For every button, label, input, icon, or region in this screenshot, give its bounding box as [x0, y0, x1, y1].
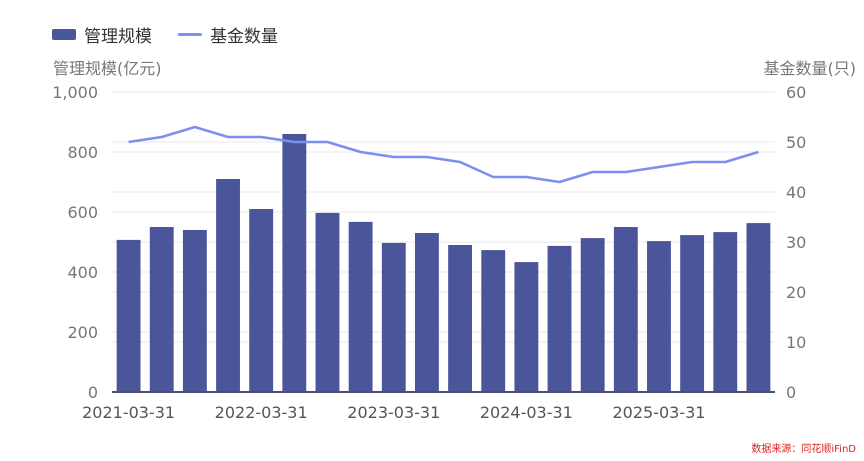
line-swatch-icon — [178, 33, 202, 36]
legend-item-aum[interactable]: 管理规模 — [52, 22, 152, 47]
legend-item-fund-count[interactable]: 基金数量 — [178, 22, 278, 47]
left-axis-tick: 600 — [67, 203, 98, 222]
right-axis-tick: 20 — [786, 283, 806, 302]
right-axis-title: 基金数量(只) — [763, 59, 857, 78]
bar-swatch-icon — [52, 29, 76, 40]
x-axis-tick: 2025-03-31 — [612, 403, 705, 422]
bar — [580, 238, 605, 392]
bar — [182, 230, 207, 392]
x-axis-tick: 2022-03-31 — [215, 403, 308, 422]
bar — [713, 232, 738, 392]
left-axis-title: 管理规模(亿元) — [53, 59, 162, 78]
right-axis-tick: 40 — [786, 183, 806, 202]
bar — [514, 262, 539, 392]
bar — [647, 241, 671, 392]
bar — [348, 221, 373, 392]
bar — [315, 212, 340, 392]
left-axis-tick: 400 — [67, 263, 98, 282]
left-axis-tick: 200 — [67, 323, 98, 342]
bar — [414, 233, 439, 392]
left-axis-tick: 0 — [88, 383, 98, 402]
legend-label-fund-count: 基金数量 — [210, 27, 278, 47]
x-axis-tick: 2023-03-31 — [347, 403, 440, 422]
left-axis-tick: 1,000 — [52, 83, 98, 102]
x-axis-tick: 2024-03-31 — [480, 403, 573, 422]
right-axis-tick: 30 — [786, 233, 806, 252]
bar — [249, 209, 274, 392]
x-axis-tick: 2021-03-31 — [82, 403, 175, 422]
chart-legend: 管理规模 基金数量 — [52, 22, 278, 47]
bar — [746, 223, 771, 392]
bar — [216, 179, 240, 392]
bar — [149, 227, 174, 392]
bar — [547, 245, 572, 392]
bar — [381, 242, 406, 392]
left-axis-tick: 800 — [67, 143, 98, 162]
bar — [680, 235, 705, 392]
bar — [481, 250, 506, 392]
data-source-note: 数据来源：同花顺iFinD — [751, 444, 856, 455]
bar — [613, 227, 638, 392]
right-axis-tick: 10 — [786, 333, 806, 352]
right-axis-tick: 0 — [786, 383, 796, 402]
legend-label-aum: 管理规模 — [84, 27, 152, 47]
bar — [282, 134, 307, 392]
fund-count-line — [128, 125, 759, 184]
bar — [448, 245, 473, 392]
right-axis-tick: 60 — [786, 83, 806, 102]
right-axis-tick: 50 — [786, 133, 806, 152]
bar — [116, 239, 141, 392]
